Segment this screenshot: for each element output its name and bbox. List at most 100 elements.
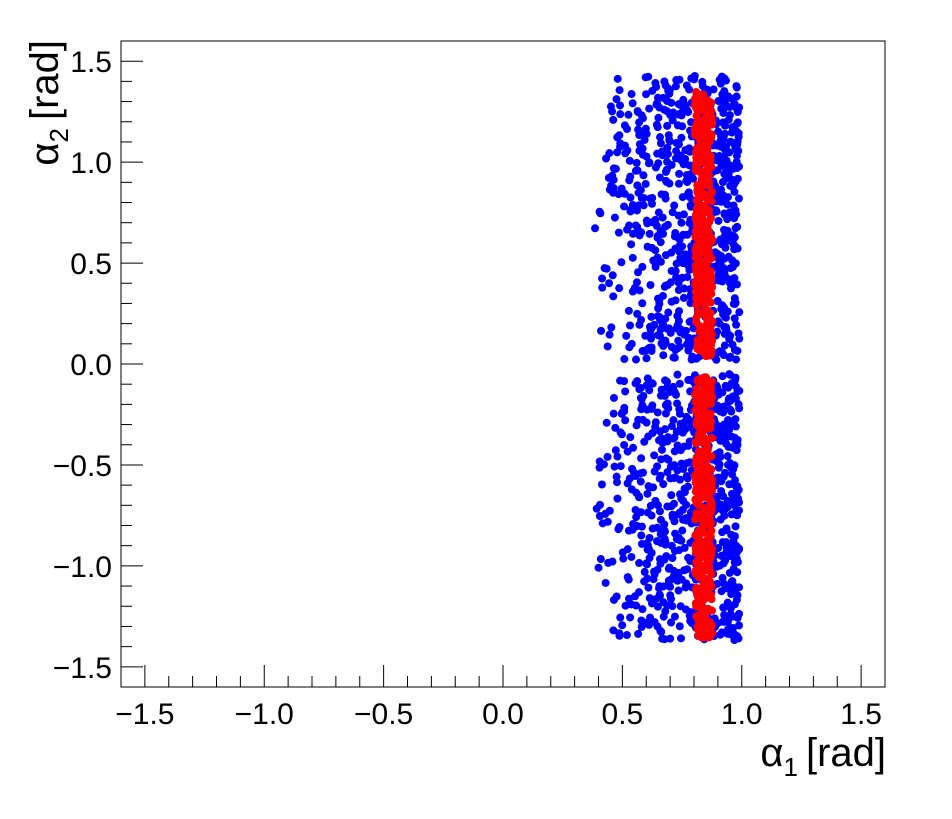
data-point bbox=[677, 218, 686, 227]
data-point bbox=[655, 507, 664, 516]
data-point bbox=[682, 412, 691, 421]
data-point bbox=[601, 578, 610, 587]
data-point bbox=[607, 323, 616, 332]
data-point bbox=[683, 474, 692, 483]
data-point bbox=[651, 496, 660, 505]
data-point bbox=[619, 554, 628, 563]
data-point bbox=[706, 424, 715, 433]
data-point bbox=[662, 165, 671, 174]
data-point bbox=[673, 311, 682, 320]
data-point bbox=[700, 398, 709, 407]
data-point bbox=[732, 157, 741, 166]
data-point bbox=[666, 582, 675, 591]
scatter-points bbox=[591, 71, 744, 645]
data-point bbox=[638, 262, 647, 271]
data-point bbox=[651, 79, 660, 88]
data-point bbox=[652, 120, 661, 129]
data-point bbox=[677, 536, 686, 545]
data-point bbox=[714, 96, 723, 105]
data-point bbox=[688, 352, 697, 361]
data-point bbox=[679, 160, 688, 169]
data-point bbox=[719, 472, 728, 481]
data-point bbox=[702, 574, 711, 583]
data-point bbox=[635, 118, 644, 127]
data-point bbox=[675, 508, 684, 517]
data-point bbox=[624, 110, 633, 119]
data-point bbox=[689, 324, 698, 333]
data-point bbox=[644, 544, 653, 553]
data-point bbox=[732, 554, 741, 563]
data-point bbox=[616, 462, 625, 471]
y-tick-label: −0.5 bbox=[53, 450, 112, 483]
data-point bbox=[605, 279, 614, 288]
data-point bbox=[668, 554, 677, 563]
data-point bbox=[704, 492, 713, 501]
data-point bbox=[604, 558, 613, 567]
data-point bbox=[669, 499, 678, 508]
data-point bbox=[609, 164, 618, 173]
data-point bbox=[667, 491, 676, 500]
data-point bbox=[723, 617, 732, 626]
data-point bbox=[656, 515, 665, 524]
data-point bbox=[704, 381, 713, 390]
data-point bbox=[657, 538, 666, 547]
data-point bbox=[730, 314, 739, 323]
data-point bbox=[614, 190, 623, 199]
data-point bbox=[694, 202, 703, 211]
data-point bbox=[615, 131, 624, 140]
data-point bbox=[650, 451, 659, 460]
x-axis-title-symbol: α bbox=[760, 731, 783, 775]
data-point bbox=[647, 323, 656, 332]
data-point bbox=[638, 605, 647, 614]
data-point bbox=[669, 108, 678, 117]
data-point bbox=[732, 83, 741, 92]
data-point bbox=[695, 346, 704, 355]
data-point bbox=[615, 86, 624, 95]
data-point bbox=[671, 267, 680, 276]
data-point bbox=[616, 613, 625, 622]
data-point bbox=[720, 271, 729, 280]
data-point bbox=[655, 584, 664, 593]
data-point bbox=[610, 213, 619, 222]
data-point bbox=[657, 339, 666, 348]
data-point bbox=[634, 588, 643, 597]
y-tick-label: 1.5 bbox=[70, 46, 112, 79]
data-point bbox=[649, 483, 658, 492]
data-point bbox=[665, 179, 674, 188]
data-point bbox=[624, 526, 633, 535]
data-point bbox=[694, 526, 703, 535]
data-point bbox=[636, 186, 645, 195]
data-point bbox=[640, 577, 649, 586]
data-point bbox=[617, 430, 626, 439]
data-point bbox=[596, 209, 605, 218]
data-point bbox=[603, 517, 612, 526]
data-point bbox=[718, 90, 727, 99]
data-point bbox=[718, 388, 727, 397]
data-point bbox=[685, 85, 694, 94]
data-point bbox=[640, 567, 649, 576]
data-point bbox=[706, 351, 715, 360]
data-point bbox=[609, 626, 618, 635]
data-point bbox=[734, 494, 743, 503]
x-tick-label: 0.0 bbox=[482, 698, 524, 731]
data-point bbox=[632, 513, 641, 522]
data-point bbox=[642, 129, 651, 138]
data-point bbox=[664, 308, 673, 317]
data-point bbox=[705, 534, 714, 543]
data-point bbox=[599, 460, 608, 469]
data-point bbox=[650, 467, 659, 476]
data-point bbox=[675, 169, 684, 178]
data-point bbox=[705, 551, 714, 560]
data-point bbox=[725, 111, 734, 120]
data-point bbox=[702, 230, 711, 239]
y-axis-title: α2 [rad] bbox=[23, 40, 74, 166]
data-point bbox=[643, 560, 652, 569]
data-point bbox=[634, 629, 643, 638]
data-point bbox=[621, 387, 630, 396]
data-point bbox=[612, 95, 621, 104]
data-point bbox=[638, 401, 647, 410]
data-point bbox=[725, 480, 734, 489]
data-point bbox=[717, 628, 726, 637]
data-point bbox=[634, 226, 643, 235]
data-point bbox=[677, 575, 686, 584]
